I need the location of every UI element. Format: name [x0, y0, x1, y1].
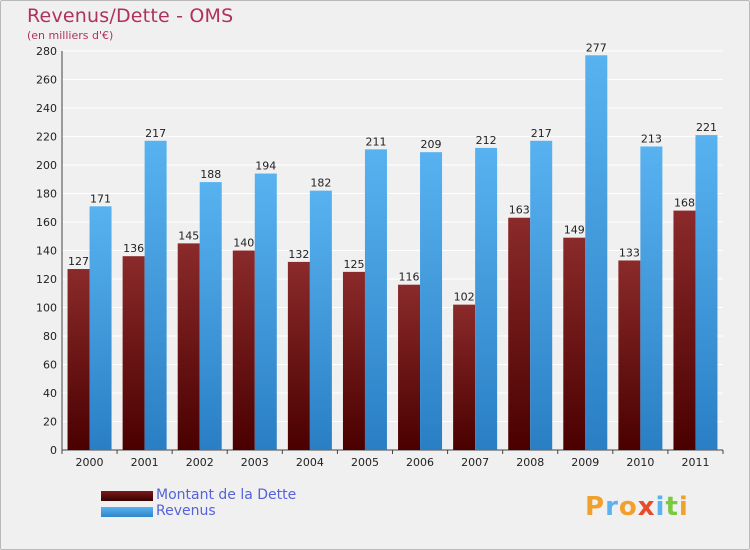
y-tick-label: 260 [36, 74, 57, 87]
bar-dette-2008 [508, 217, 531, 450]
y-tick-label: 100 [36, 302, 57, 315]
data-label-dette-2002: 145 [178, 229, 199, 242]
bar-dette-2011 [673, 210, 696, 450]
data-label-dette-2010: 133 [619, 246, 640, 259]
y-tick-label: 280 [36, 45, 57, 58]
y-tick-label: 220 [36, 131, 57, 144]
data-label-dette-2008: 163 [509, 204, 530, 217]
y-tick-label: 80 [43, 330, 57, 343]
data-label-revenus-2010: 213 [641, 132, 662, 145]
data-label-revenus-2001: 217 [145, 127, 166, 140]
data-label-revenus-2007: 212 [476, 134, 497, 147]
x-tick-label: 2011 [681, 456, 709, 469]
x-tick-label: 2009 [571, 456, 599, 469]
bar-dette-2009 [563, 237, 586, 450]
x-tick-label: 2003 [241, 456, 269, 469]
bar-dette-2005 [342, 271, 365, 450]
data-label-revenus-2005: 211 [365, 135, 386, 148]
data-label-dette-2005: 125 [343, 258, 364, 271]
x-tick-label: 2000 [76, 456, 104, 469]
data-label-dette-2009: 149 [564, 224, 585, 237]
bar-dette-2001 [122, 256, 145, 450]
bar-dette-2007 [453, 304, 476, 450]
bar-revenus-2007 [475, 147, 498, 450]
bar-dette-2006 [398, 284, 421, 450]
data-label-revenus-2003: 194 [255, 160, 276, 173]
bar-revenus-2003 [254, 173, 277, 451]
data-label-dette-2004: 132 [288, 248, 309, 261]
x-tick-label: 2007 [461, 456, 489, 469]
y-tick-label: 180 [36, 188, 57, 201]
bar-dette-2010 [618, 260, 641, 450]
x-tick-label: 2004 [296, 456, 324, 469]
x-tick-label: 2010 [626, 456, 654, 469]
data-label-revenus-2000: 171 [90, 192, 111, 205]
data-label-revenus-2004: 182 [310, 177, 331, 190]
data-label-revenus-2008: 217 [531, 127, 552, 140]
y-tick-label: 0 [50, 444, 57, 457]
bar-revenus-2008 [530, 140, 553, 450]
bar-revenus-2006 [420, 152, 443, 451]
y-tick-label: 200 [36, 159, 57, 172]
x-tick-label: 2005 [351, 456, 379, 469]
x-tick-label: 2008 [516, 456, 544, 469]
data-label-dette-2006: 116 [399, 271, 420, 284]
data-label-dette-2011: 168 [674, 197, 695, 210]
bar-revenus-2009 [585, 55, 608, 451]
x-tick-label: 2006 [406, 456, 434, 469]
bar-revenus-2002 [199, 182, 222, 450]
y-tick-label: 20 [43, 416, 57, 429]
y-tick-label: 40 [43, 387, 57, 400]
legend-swatch-revenus [101, 507, 153, 517]
chart-subtitle: (en milliers d'€) [27, 29, 114, 42]
bar-revenus-2001 [144, 140, 167, 450]
legend-label-revenus: Revenus [156, 503, 216, 519]
bar-revenus-2000 [89, 206, 112, 450]
bar-revenus-2005 [364, 149, 387, 450]
y-tick-label: 140 [36, 245, 57, 258]
bar-revenus-2004 [309, 190, 332, 450]
y-tick-label: 60 [43, 359, 57, 372]
data-label-dette-2003: 140 [233, 237, 254, 250]
y-tick-label: 120 [36, 273, 57, 286]
bar-dette-2000 [67, 269, 90, 450]
bar-revenus-2010 [640, 146, 663, 450]
x-tick-label: 2001 [131, 456, 159, 469]
bar-dette-2004 [287, 261, 310, 450]
x-tick-label: 2002 [186, 456, 214, 469]
bar-dette-2002 [177, 243, 200, 450]
data-label-revenus-2011: 221 [696, 121, 717, 134]
legend-swatch-dette [101, 491, 153, 501]
bar-revenus-2011 [695, 135, 718, 450]
data-label-revenus-2002: 188 [200, 168, 221, 181]
data-label-dette-2000: 127 [68, 255, 89, 268]
data-label-dette-2001: 136 [123, 242, 144, 255]
data-label-dette-2007: 102 [454, 291, 475, 304]
legend-label-dette: Montant de la Dette [156, 487, 297, 503]
y-tick-label: 240 [36, 102, 57, 115]
proxiti-logo: Proxiti [585, 492, 689, 522]
y-tick-label: 160 [36, 216, 57, 229]
chart-title: Revenus/Dette - OMS [27, 5, 234, 27]
data-label-revenus-2009: 277 [586, 41, 607, 54]
svg-text:Proxiti: Proxiti [585, 492, 689, 522]
bar-dette-2003 [232, 250, 255, 450]
data-label-revenus-2006: 209 [421, 138, 442, 151]
